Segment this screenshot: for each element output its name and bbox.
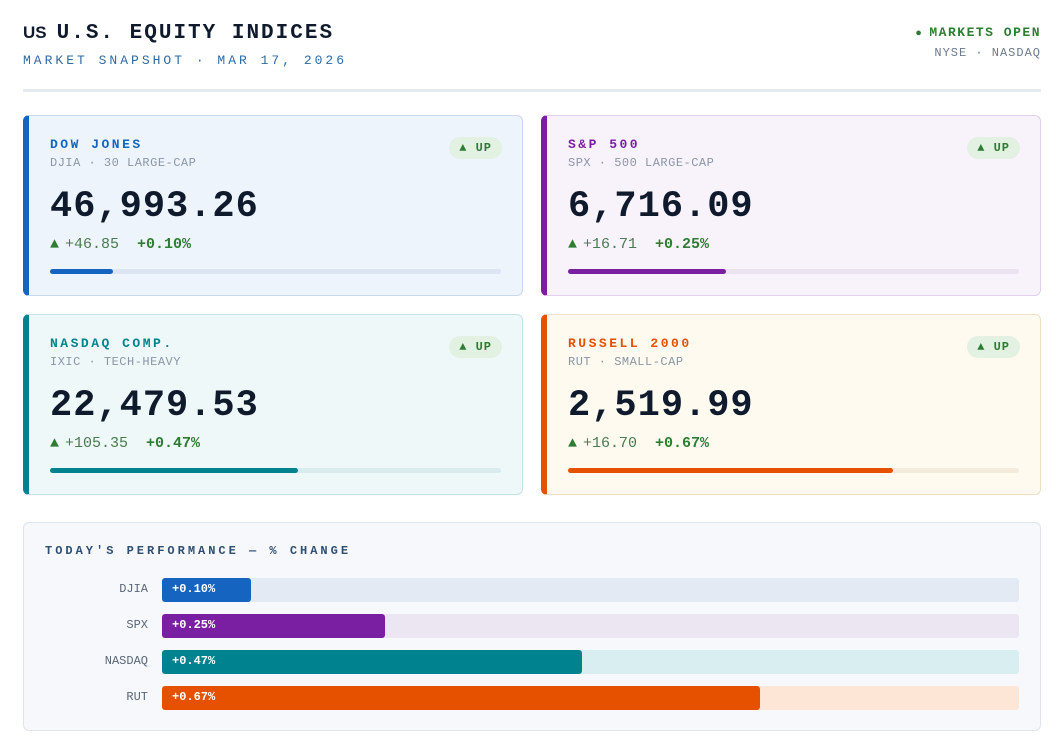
index-description: SPX · 500 LARGE-CAP: [568, 156, 715, 170]
bar-track: +0.47%: [162, 650, 1019, 674]
bar: +0.25%: [162, 614, 386, 638]
status-text: MARKETS OPEN: [929, 25, 1041, 40]
percent-change: +0.67%: [655, 435, 710, 452]
progress-fill: [568, 269, 726, 274]
progress-track: [568, 468, 1019, 473]
index-card[interactable]: NASDAQ COMP. IXIC · TECH-HEAVY ▲ UP 22,4…: [23, 314, 523, 495]
index-change: ▲ +16.70 +0.67%: [568, 435, 709, 452]
trend-badge: ▲ UP: [449, 137, 502, 159]
up-arrow-icon: ▲: [568, 435, 578, 452]
point-change: +105.35: [65, 435, 129, 452]
bar: +0.67%: [162, 686, 761, 710]
index-value: 2,519.99: [568, 385, 754, 427]
percent-change: +0.25%: [655, 236, 710, 253]
index-description: DJIA · 30 LARGE-CAP: [50, 156, 197, 170]
index-card[interactable]: RUSSELL 2000 RUT · SMALL-CAP ▲ UP 2,519.…: [541, 314, 1041, 495]
index-description: RUT · SMALL-CAP: [568, 355, 684, 369]
index-change: ▲ +46.85 +0.10%: [50, 236, 191, 253]
performance-panel: TODAY'S PERFORMANCE — % CHANGE DJIA +0.1…: [23, 522, 1041, 731]
exchanges-label: NYSE · NASDAQ: [934, 46, 1041, 60]
index-value: 46,993.26: [50, 186, 259, 228]
percent-change: +0.47%: [146, 435, 201, 452]
index-name: RUSSELL 2000: [568, 336, 692, 351]
bar-track: +0.10%: [162, 578, 1019, 602]
up-arrow-icon: ▲: [50, 236, 60, 253]
bar-label: SPX: [126, 618, 148, 632]
bar-value-label: +0.10%: [172, 582, 216, 596]
performance-row: DJIA +0.10%: [24, 578, 1040, 602]
progress-fill: [50, 468, 299, 473]
bar-label: NASDAQ: [104, 654, 148, 668]
bar: +0.47%: [162, 650, 582, 674]
page-subtitle: MARKET SNAPSHOT · MAR 17, 2026: [23, 53, 348, 68]
bar: +0.10%: [162, 578, 252, 602]
performance-row: NASDAQ +0.47%: [24, 650, 1040, 674]
index-card[interactable]: DOW JONES DJIA · 30 LARGE-CAP ▲ UP 46,99…: [23, 115, 523, 296]
progress-fill: [50, 269, 114, 274]
us-flag-icon: US: [23, 23, 47, 42]
progress-track: [50, 269, 501, 274]
market-status: ● MARKETS OPEN NYSE · NASDAQ: [915, 25, 1041, 60]
status-dot-icon: ●: [915, 28, 924, 40]
trend-badge: ▲ UP: [449, 336, 502, 358]
progress-fill: [568, 468, 893, 473]
index-change: ▲ +105.35 +0.47%: [50, 435, 200, 452]
percent-change: +0.10%: [137, 236, 192, 253]
index-value: 6,716.09: [568, 186, 754, 228]
page-header: US U.S. EQUITY INDICES MARKET SNAPSHOT ·…: [23, 22, 1041, 92]
bar-label: DJIA: [119, 582, 148, 596]
bar-label: RUT: [126, 690, 148, 704]
page-title: U.S. EQUITY INDICES: [56, 22, 335, 45]
progress-track: [50, 468, 501, 473]
point-change: +16.70: [583, 435, 638, 452]
bar-value-label: +0.67%: [172, 690, 216, 704]
trend-badge: ▲ UP: [967, 336, 1020, 358]
index-name: DOW JONES: [50, 137, 143, 152]
up-arrow-icon: ▲: [568, 236, 578, 253]
point-change: +46.85: [65, 236, 120, 253]
bar-value-label: +0.47%: [172, 654, 216, 668]
index-description: IXIC · TECH-HEAVY: [50, 355, 181, 369]
point-change: +16.71: [583, 236, 638, 253]
performance-title: TODAY'S PERFORMANCE — % CHANGE: [45, 544, 352, 558]
progress-track: [568, 269, 1019, 274]
up-arrow-icon: ▲: [50, 435, 60, 452]
trend-badge: ▲ UP: [967, 137, 1020, 159]
index-value: 22,479.53: [50, 385, 259, 427]
bar-track: +0.25%: [162, 614, 1019, 638]
index-change: ▲ +16.71 +0.25%: [568, 236, 709, 253]
bar-value-label: +0.25%: [172, 618, 216, 632]
performance-row: SPX +0.25%: [24, 614, 1040, 638]
index-name: S&P 500: [568, 137, 641, 152]
bar-track: +0.67%: [162, 686, 1019, 710]
performance-row: RUT +0.67%: [24, 686, 1040, 710]
index-name: NASDAQ COMP.: [50, 336, 174, 351]
index-card[interactable]: S&P 500 SPX · 500 LARGE-CAP ▲ UP 6,716.0…: [541, 115, 1041, 296]
